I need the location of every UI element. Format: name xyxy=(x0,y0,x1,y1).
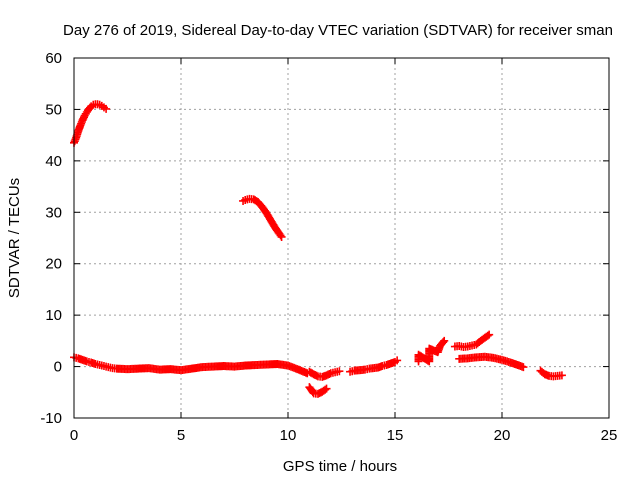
y-tick-label: 10 xyxy=(45,307,62,324)
series-arc-6 xyxy=(346,356,402,376)
y-tick-label: 0 xyxy=(54,359,62,376)
series-arc-2 xyxy=(239,194,286,241)
x-tick-label: 15 xyxy=(387,427,404,444)
y-tick-label: 30 xyxy=(45,204,62,221)
data-points xyxy=(70,100,566,398)
series-arc-1 xyxy=(70,100,111,147)
data-point xyxy=(483,331,492,340)
series-arc-4 xyxy=(305,367,344,381)
series-arc-10 xyxy=(536,366,566,381)
x-tick-label: 5 xyxy=(177,427,185,444)
data-point xyxy=(322,384,331,393)
data-point xyxy=(393,356,402,365)
series-arc-9 xyxy=(455,352,528,372)
series-arc-8 xyxy=(450,330,494,352)
data-point xyxy=(439,338,448,347)
data-point xyxy=(485,330,494,339)
axis-ticks: 0 5 10 15 20 25 -10 0 10 20 30 40 50 60 xyxy=(40,50,617,444)
data-point xyxy=(321,385,330,394)
y-tick-label: 50 xyxy=(45,101,62,118)
plot-frame xyxy=(73,57,610,419)
data-point xyxy=(102,104,111,113)
x-tick-label: 0 xyxy=(70,427,78,444)
data-point xyxy=(440,336,449,345)
data-point xyxy=(335,367,344,376)
y-axis-label: SDTVAR / TECUs xyxy=(6,178,23,298)
series-arc-7 xyxy=(414,336,449,366)
data-point xyxy=(276,231,285,240)
series-arc-3 xyxy=(70,353,312,378)
data-point xyxy=(277,232,286,241)
y-tick-label: 40 xyxy=(45,153,62,170)
y-tick-label: 60 xyxy=(45,50,62,67)
data-point xyxy=(557,371,566,380)
x-tick-label: 20 xyxy=(494,427,511,444)
series-arc-5 xyxy=(305,383,331,398)
x-tick-label: 25 xyxy=(601,427,618,444)
x-tick-label: 10 xyxy=(280,427,297,444)
y-tick-label: -10 xyxy=(40,410,62,427)
x-axis-label: GPS time / hours xyxy=(283,458,397,475)
y-tick-label: 20 xyxy=(45,256,62,273)
data-point xyxy=(519,363,528,372)
chart-title: Day 276 of 2019, Sidereal Day-to-day VTE… xyxy=(63,22,613,39)
